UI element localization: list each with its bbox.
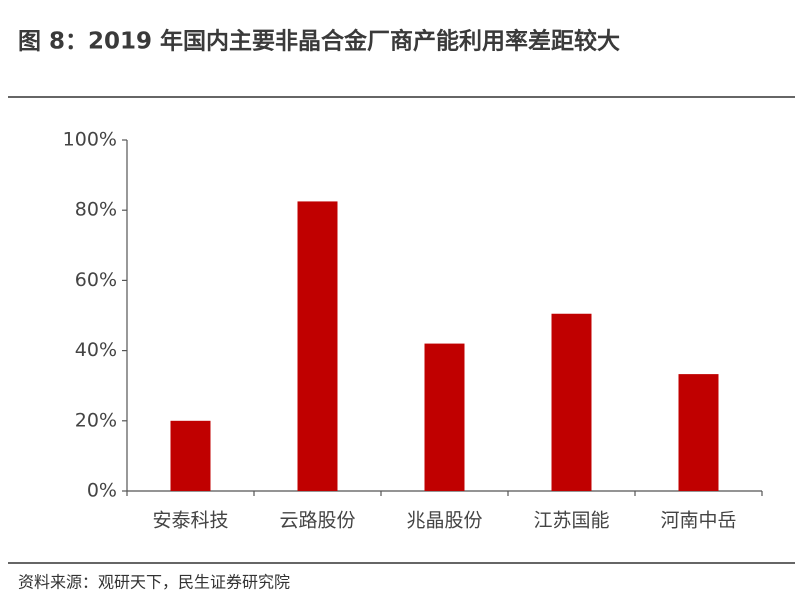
bar	[424, 343, 465, 491]
x-tick-label: 河南中岳	[660, 510, 736, 532]
x-tick-label: 江苏国能	[533, 510, 609, 532]
x-tick-label: 云路股份	[279, 510, 355, 532]
chart-title: 图 8：2019 年国内主要非晶合金厂商产能利用率差距较大	[18, 28, 620, 55]
source-note: 资料来源：观研天下，民生证券研究院	[18, 573, 290, 592]
y-tick-label: 40%	[75, 339, 117, 361]
y-tick-label: 80%	[75, 199, 117, 221]
bar	[170, 420, 211, 491]
bar	[297, 201, 338, 492]
y-tick-label: 60%	[75, 269, 117, 291]
x-tick-label: 兆晶股份	[406, 510, 482, 532]
x-tick-label: 安泰科技	[152, 510, 228, 532]
bar	[678, 374, 719, 491]
y-tick-label: 0%	[87, 480, 117, 502]
y-tick-label: 20%	[75, 409, 117, 431]
bar	[551, 313, 592, 491]
y-tick-label: 100%	[63, 129, 117, 151]
